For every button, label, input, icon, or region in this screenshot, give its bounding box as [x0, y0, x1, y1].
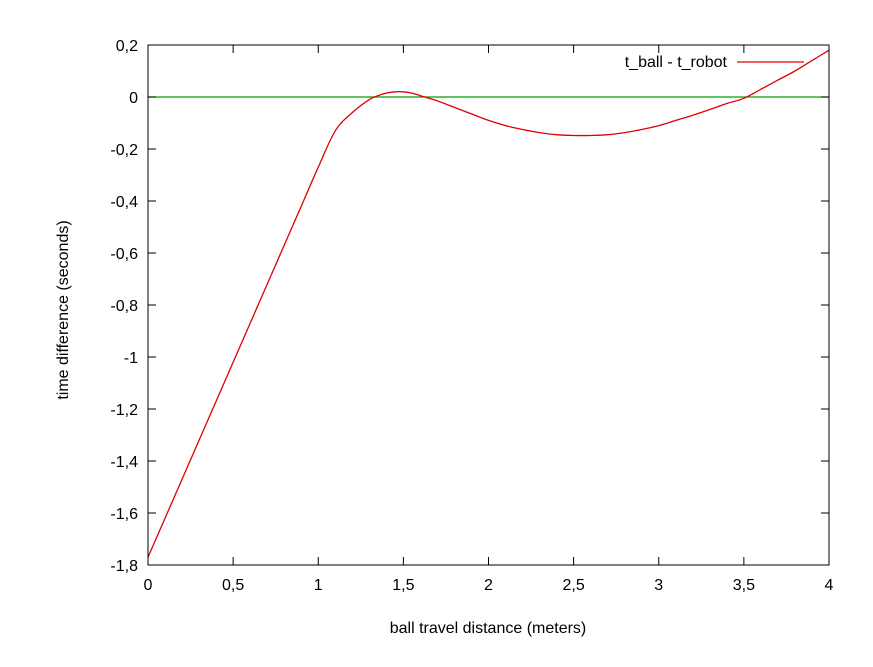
y-tick-label: -1,2: [110, 402, 138, 419]
y-tick-label: -1,8: [110, 558, 138, 575]
y-tick-label: -0,2: [110, 142, 138, 159]
y-tick-label: -1,4: [110, 454, 138, 471]
x-tick-label: 0: [144, 577, 153, 594]
x-axis-title: ball travel distance (meters): [390, 620, 587, 637]
x-tick-label: 3: [654, 577, 663, 594]
y-axis-title: time difference (seconds): [55, 220, 72, 399]
x-tick-label: 4: [825, 577, 834, 594]
legend: t_ball - t_robot: [625, 54, 804, 71]
ticks-layer: 0 0,5 1 1,5 2 2,5 3 3,5 4 0,2 0 -0,2 -0,4 -0,6 -0,8 -1 -…: [110, 38, 833, 594]
y-tick-label: -1,6: [110, 506, 138, 523]
x-tick-label: 3,5: [733, 577, 755, 594]
legend-label: t_ball - t_robot: [625, 54, 728, 71]
plot-frame: [147, 44, 830, 566]
y-tick-label: -1: [124, 350, 138, 367]
x-tick-label: 1: [314, 577, 323, 594]
y-tick-label: -0,6: [110, 246, 138, 263]
series-line-0: [147, 49, 830, 558]
x-tick-label: 1,5: [392, 577, 414, 594]
series-layer: [147, 49, 830, 558]
y-tick-label: -0,4: [110, 194, 138, 211]
y-tick-label: -0,8: [110, 298, 138, 315]
x-tick-label: 0,5: [222, 577, 244, 594]
x-tick-label: 2,5: [563, 577, 585, 594]
x-tick-label: 2: [484, 577, 493, 594]
y-tick-label: 0,2: [116, 38, 138, 55]
y-tick-label: 0: [129, 90, 138, 107]
